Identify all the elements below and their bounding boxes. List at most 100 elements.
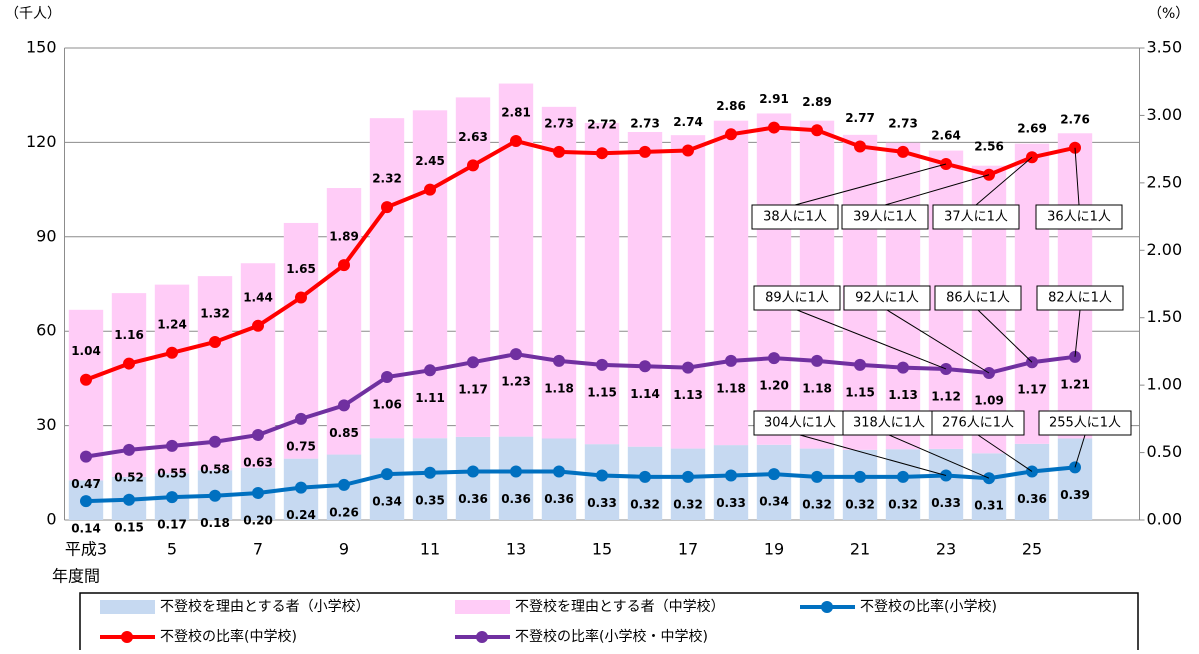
- data-label: 1.11: [415, 391, 445, 405]
- bar: [541, 438, 577, 520]
- annotation: 39人に1人: [853, 210, 917, 225]
- callout-line: [975, 156, 1033, 206]
- data-label: 1.16: [114, 328, 144, 342]
- data-label: 1.20: [759, 379, 789, 393]
- line-marker: [639, 145, 651, 158]
- x-tick-label: 17: [678, 540, 698, 559]
- line-marker: [123, 493, 135, 506]
- y2-tick-label: 3.50: [1147, 38, 1183, 57]
- y-axis-label: （千人）: [5, 6, 61, 22]
- annotation: 89人に1人: [765, 291, 829, 306]
- y2-tick-label: 2.50: [1147, 172, 1183, 191]
- callout-line: [888, 434, 990, 479]
- line-marker: [768, 468, 780, 481]
- data-label: 2.72: [587, 118, 617, 132]
- line-marker: [811, 124, 823, 137]
- bar: [541, 106, 577, 439]
- callout-box: [931, 410, 1025, 436]
- line-marker: [553, 465, 565, 478]
- annotation: 276人に1人: [942, 416, 1014, 431]
- data-label: 2.45: [415, 154, 445, 168]
- data-label: 0.85: [329, 426, 359, 440]
- line-marker: [166, 439, 178, 452]
- x-tick-label: 5: [167, 540, 177, 559]
- line-marker: [338, 399, 350, 412]
- line-marker: [424, 364, 436, 377]
- x-tick-label: 23: [936, 540, 956, 559]
- bar: [455, 436, 491, 520]
- line-marker: [381, 371, 393, 384]
- data-label: 0.52: [114, 470, 144, 484]
- data-label: 0.36: [544, 492, 574, 506]
- y2-tick-label: 0.50: [1147, 442, 1183, 461]
- line-marker: [209, 489, 221, 502]
- data-label: 2.74: [673, 115, 703, 129]
- line-marker: [854, 358, 866, 371]
- bar: [799, 448, 835, 520]
- line: [85, 352, 1076, 459]
- callout-line: [886, 309, 990, 374]
- data-label: 0.32: [845, 497, 875, 511]
- line-marker: [209, 435, 221, 448]
- data-label: 0.26: [329, 505, 359, 519]
- x-tick-label: 25: [1022, 540, 1042, 559]
- bar: [326, 188, 362, 455]
- data-label: 2.86: [716, 99, 746, 113]
- line-marker: [295, 291, 307, 304]
- bar: [627, 132, 663, 447]
- callout-line: [796, 309, 947, 370]
- line-marker: [295, 412, 307, 425]
- bar: [498, 436, 534, 520]
- line-marker: [596, 469, 608, 482]
- legend-label: 不登校の比率(中学校): [160, 628, 297, 645]
- data-label: 0.33: [587, 496, 617, 510]
- callout-box: [753, 410, 847, 436]
- line-marker: [553, 354, 565, 367]
- data-label: 1.13: [888, 388, 918, 402]
- line-marker: [123, 357, 135, 370]
- callout-box: [1035, 204, 1123, 230]
- bar: [584, 122, 620, 445]
- data-label: 0.63: [243, 456, 273, 470]
- line-marker: [897, 470, 909, 483]
- y-tick-label: 150: [26, 38, 57, 57]
- bar: [455, 97, 491, 437]
- y-tick-label: 90: [36, 226, 56, 245]
- data-label: 0.36: [501, 492, 531, 506]
- line-marker: [897, 361, 909, 374]
- callout-line: [1074, 434, 1086, 468]
- x-tick-label: 21: [850, 540, 870, 559]
- bar: [885, 449, 921, 520]
- x-tick-label: 9: [339, 540, 349, 559]
- y2-tick-label: 2.00: [1147, 240, 1183, 259]
- annotation: 38人に1人: [763, 210, 827, 225]
- y-tick-label: 120: [26, 132, 57, 151]
- data-label: 0.18: [200, 516, 230, 530]
- line-marker: [596, 147, 608, 160]
- line: [85, 125, 1076, 382]
- line-marker: [553, 145, 565, 158]
- line-marker: [725, 128, 737, 141]
- data-label: 0.32: [673, 497, 703, 511]
- annotation: 82人に1人: [1048, 291, 1112, 306]
- bar: [842, 449, 878, 520]
- data-label: 1.18: [802, 381, 832, 395]
- data-label: 1.17: [1017, 383, 1047, 397]
- line-marker: [424, 183, 436, 196]
- callout-box: [751, 204, 839, 230]
- data-label: 1.18: [716, 381, 746, 395]
- line-marker: [252, 487, 264, 500]
- bar: [713, 120, 749, 446]
- data-label: 0.36: [1017, 492, 1047, 506]
- line-marker: [510, 348, 522, 361]
- data-label: 1.23: [501, 375, 531, 389]
- data-label: 0.58: [200, 462, 230, 476]
- x-tick-label: 11: [420, 540, 440, 559]
- data-label: 2.91: [759, 92, 789, 106]
- x-axis-label: 年度間: [52, 567, 100, 586]
- data-label: 1.14: [630, 387, 660, 401]
- x-tick-label: 13: [506, 540, 526, 559]
- data-label: 1.15: [587, 385, 617, 399]
- line-marker: [381, 468, 393, 481]
